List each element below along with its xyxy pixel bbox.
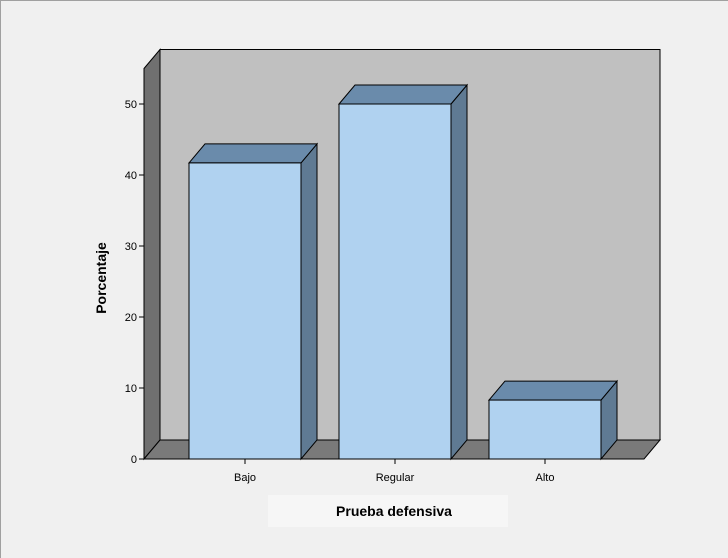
y-tick-label: 0	[131, 454, 137, 466]
y-axis: 0 10 20 30 40 50	[125, 68, 145, 466]
bar-top	[187, 143, 319, 164]
bar-top	[337, 84, 469, 105]
bar-bajo	[187, 142, 319, 461]
bar-alto	[487, 379, 619, 461]
y-tick-label: 50	[125, 99, 137, 111]
y-tick-label: 20	[125, 312, 137, 324]
bar-front	[488, 399, 602, 460]
y-tick-label: 40	[125, 170, 137, 182]
y-axis-title: Porcentaje	[93, 242, 109, 314]
left-wall	[143, 48, 161, 461]
bar-side	[450, 83, 468, 461]
x-axis-title-box	[268, 495, 508, 527]
x-tick-label: Bajo	[234, 472, 256, 484]
bar-regular	[337, 83, 469, 461]
x-tick-label: Alto	[536, 472, 555, 484]
bar-side	[300, 142, 318, 461]
bar-top	[487, 380, 619, 401]
bar-front	[338, 103, 452, 460]
y-tick-label: 30	[125, 241, 137, 253]
bar-front	[188, 162, 302, 460]
bars	[187, 83, 619, 461]
x-tick-label: Regular	[376, 472, 415, 484]
y-tick-label: 10	[125, 383, 137, 395]
x-axis-title: Prueba defensiva	[336, 503, 452, 519]
x-axis: Bajo Regular Alto	[144, 458, 644, 484]
